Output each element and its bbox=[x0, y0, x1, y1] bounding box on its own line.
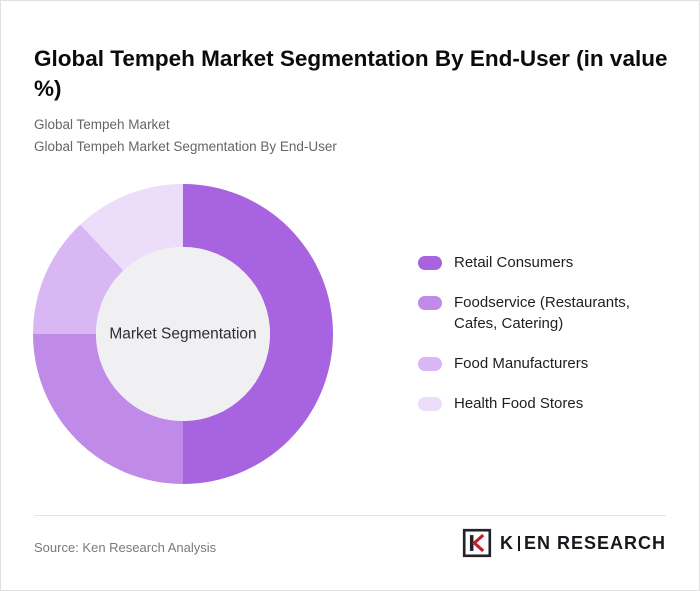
wordmark-separator bbox=[517, 535, 520, 551]
legend-swatch bbox=[418, 256, 442, 270]
subtitle-line-2: Global Tempeh Market Segmentation By End… bbox=[34, 138, 337, 154]
chart-subtitles: Global Tempeh Market Global Tempeh Marke… bbox=[34, 114, 337, 158]
donut-slice-1 bbox=[33, 334, 183, 484]
donut-chart-svg: Market Segmentation bbox=[33, 184, 333, 484]
page-title: Global Tempeh Market Segmentation By End… bbox=[34, 46, 668, 102]
donut-slice-2 bbox=[33, 224, 124, 334]
donut-center-label: Market Segmentation bbox=[109, 326, 256, 343]
footer-divider bbox=[34, 515, 666, 516]
subtitle-line-1: Global Tempeh Market bbox=[34, 117, 170, 132]
legend-swatch bbox=[418, 296, 442, 311]
donut-center-circle bbox=[96, 247, 270, 421]
legend-label: Health Food Stores bbox=[454, 395, 584, 412]
legend-label: Retail Consumers bbox=[454, 254, 574, 271]
legend-swatch bbox=[418, 356, 442, 371]
chart-legend: Retail Consumers Foodservice (Restaurant… bbox=[418, 253, 670, 414]
wordmark-k: K bbox=[499, 532, 514, 553]
donut-slice-0 bbox=[183, 184, 333, 484]
legend-item-retail-consumers: Retail Consumers bbox=[418, 253, 670, 273]
legend-label: Food Manufacturers bbox=[454, 354, 589, 372]
donut-chart: Market Segmentation bbox=[33, 184, 333, 484]
wordmark-rest: EN RESEARCH bbox=[523, 532, 666, 553]
ken-research-logo: K EN RESEARCH bbox=[462, 528, 666, 558]
ken-research-wordmark: K EN RESEARCH bbox=[500, 533, 666, 554]
legend-item-foodservice: Foodservice (Restaurants, Cafes, Caterin… bbox=[418, 293, 670, 334]
legend-item-food-manufacturers: Food Manufacturers bbox=[418, 354, 670, 374]
source-note: Source: Ken Research Analysis bbox=[34, 540, 217, 555]
ken-research-logo-icon bbox=[462, 528, 492, 558]
donut-slice-3 bbox=[80, 184, 183, 271]
legend-swatch bbox=[418, 397, 442, 411]
legend-label: Foodservice (Restaurants, Cafes, Caterin… bbox=[454, 294, 630, 332]
legend-item-health-food-stores: Health Food Stores bbox=[418, 394, 670, 414]
